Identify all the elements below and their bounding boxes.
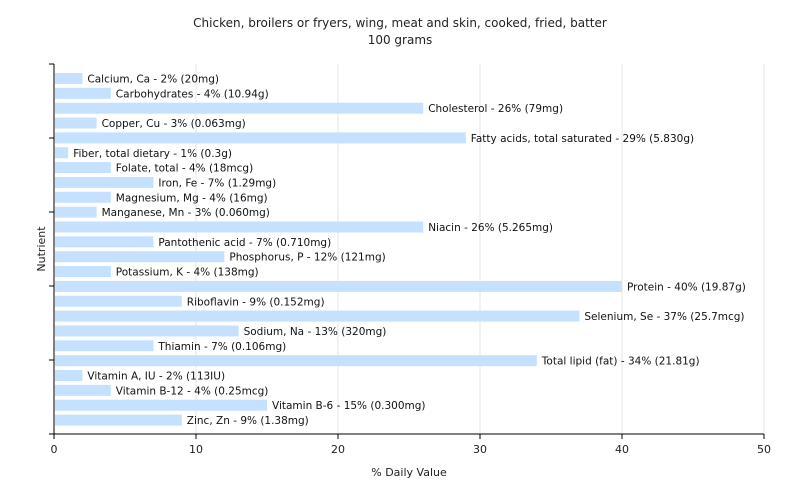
bar-label-0: Calcium, Ca - 2% (20mg) xyxy=(87,74,219,86)
bar-21 xyxy=(55,384,111,396)
bar-9 xyxy=(55,206,97,218)
bar-label-6: Folate, total - 4% (18mcg) xyxy=(116,163,253,175)
bar-5 xyxy=(55,147,69,159)
bar-19 xyxy=(55,355,537,367)
bar-label-8: Magnesium, Mg - 4% (16mg) xyxy=(116,192,268,204)
x-tick-label-40: 40 xyxy=(615,443,629,456)
bar-20 xyxy=(55,370,83,381)
bar-label-4: Fatty acids, total saturated - 29% (5.83… xyxy=(471,133,694,145)
x-axis-ticks: 0 10 20 30 40 50 xyxy=(51,434,771,456)
gridlines xyxy=(195,64,765,434)
x-tick-label-20: 20 xyxy=(331,443,345,456)
bar-2 xyxy=(55,102,424,114)
bar-label-7: Iron, Fe - 7% (1.29mg) xyxy=(158,177,276,189)
bar-3 xyxy=(55,117,97,129)
bar-label-16: Selenium, Se - 37% (25.7mcg) xyxy=(584,311,744,323)
bar-label-17: Sodium, Na - 13% (320mg) xyxy=(244,326,387,338)
x-tick-label-50: 50 xyxy=(757,443,771,456)
bar-12 xyxy=(55,251,225,263)
bar-0 xyxy=(55,73,83,84)
bar-label-22: Vitamin B-6 - 15% (0.300mg) xyxy=(272,400,426,412)
bar-1 xyxy=(55,87,111,99)
bar-label-21: Vitamin B-12 - 4% (0.25mcg) xyxy=(116,385,269,397)
x-tick-label-0: 0 xyxy=(51,443,58,456)
bar-label-9: Manganese, Mn - 3% (0.060mg) xyxy=(102,207,270,219)
x-tick-label-10: 10 xyxy=(189,443,203,456)
bar-label-13: Potassium, K - 4% (138mg) xyxy=(116,267,259,279)
bar-22 xyxy=(55,399,267,411)
bar-label-14: Protein - 40% (19.87g) xyxy=(627,281,746,293)
bar-label-11: Pantothenic acid - 7% (0.710mg) xyxy=(158,237,331,249)
bar-label-10: Niacin - 26% (5.265mg) xyxy=(428,222,553,234)
bar-label-20: Vitamin A, IU - 2% (113IU) xyxy=(87,371,225,383)
bar-15 xyxy=(55,295,182,307)
bar-label-12: Phosphorus, P - 12% (121mg) xyxy=(229,252,385,264)
bar-label-15: Riboflavin - 9% (0.152mg) xyxy=(187,296,325,308)
x-axis-label: % Daily Value xyxy=(371,466,447,479)
bar-label-1: Carbohydrates - 4% (10.94g) xyxy=(116,88,269,100)
x-tick-label-30: 30 xyxy=(473,443,487,456)
bars-group xyxy=(55,73,622,426)
bar-label-5: Fiber, total dietary - 1% (0.3g) xyxy=(73,148,232,160)
bar-6 xyxy=(55,162,111,174)
plot-area xyxy=(54,64,764,434)
bar-labels-group: Calcium, Ca - 2% (20mg) Carbohydrates - 4… xyxy=(73,74,746,428)
y-axis-ticks xyxy=(49,63,54,435)
bar-8 xyxy=(55,191,111,203)
chart-title: Chicken, broilers or fryers, wing, meat … xyxy=(193,16,607,30)
bar-label-2: Cholesterol - 26% (79mg) xyxy=(428,103,563,115)
bar-14 xyxy=(55,280,622,292)
bar-16 xyxy=(55,310,580,322)
bar-10 xyxy=(55,221,424,233)
bar-label-19: Total lipid (fat) - 34% (21.81g) xyxy=(541,356,700,368)
bar-4 xyxy=(55,132,466,144)
bar-11 xyxy=(55,236,154,248)
y-axis-label: Nutrient xyxy=(35,226,48,272)
bar-label-18: Thiamin - 7% (0.106mg) xyxy=(157,341,286,353)
bar-18 xyxy=(55,340,154,352)
bar-17 xyxy=(55,325,239,337)
chart-subtitle: 100 grams xyxy=(368,33,433,47)
bar-7 xyxy=(55,176,154,188)
bar-label-23: Zinc, Zn - 9% (1.38mg) xyxy=(187,415,309,427)
bar-label-3: Copper, Cu - 3% (0.063mg) xyxy=(102,118,246,130)
bar-13 xyxy=(55,266,111,278)
bar-23 xyxy=(55,414,182,426)
